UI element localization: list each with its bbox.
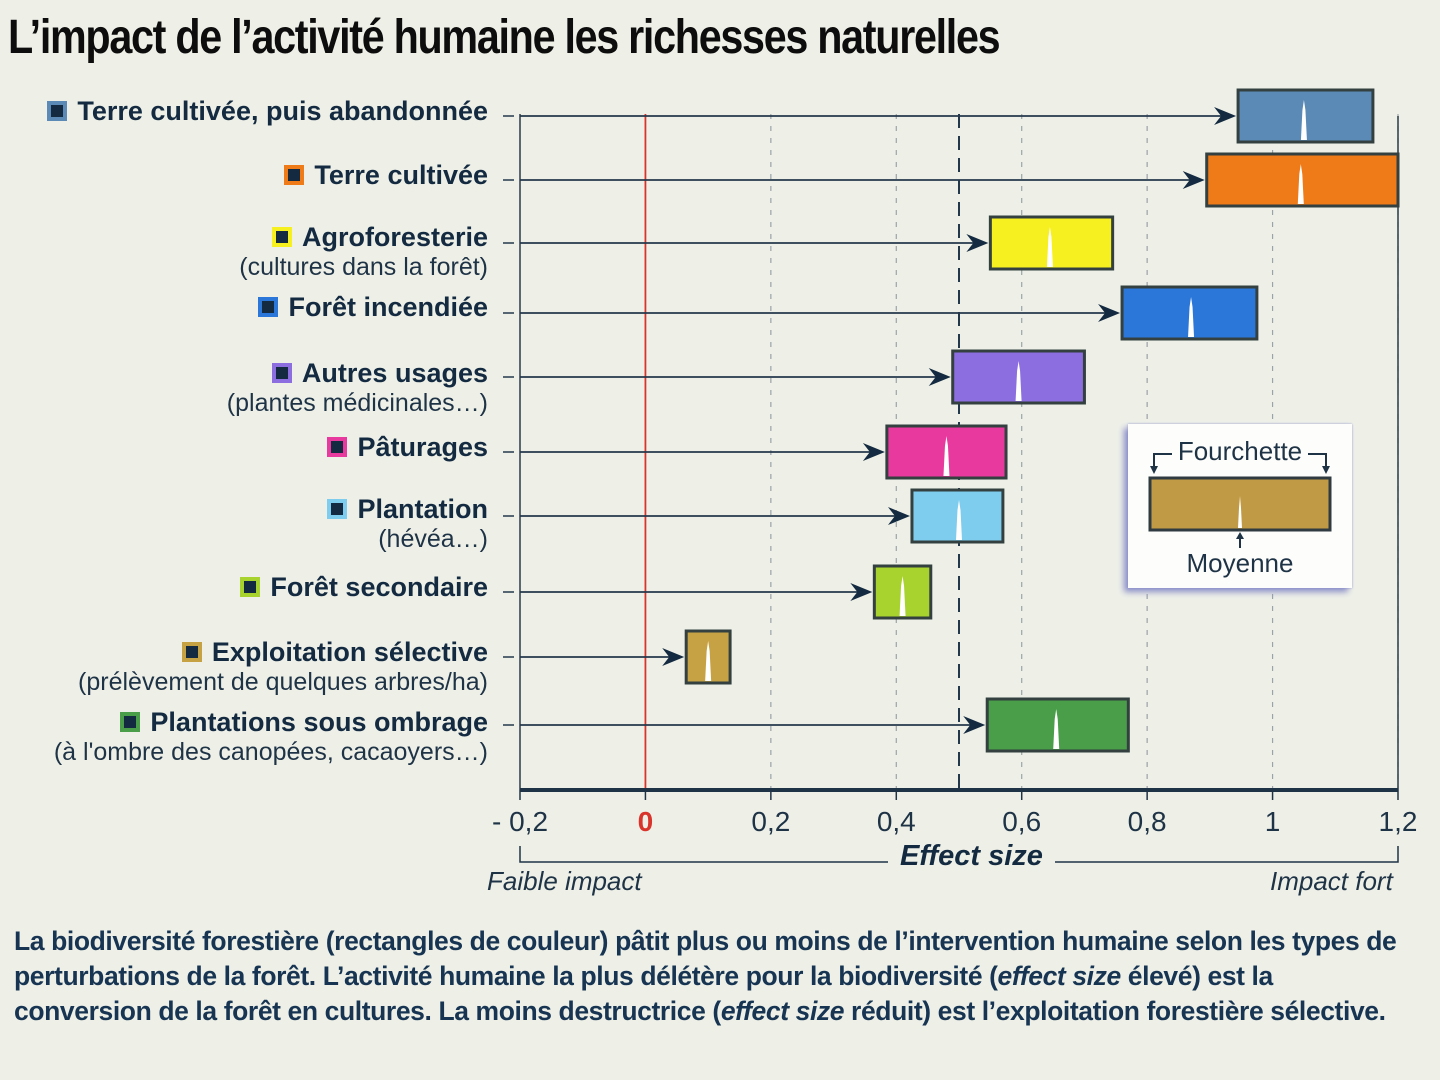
caption-em-2: effect size [720,996,845,1026]
mean-marker [1015,361,1022,401]
row-label-text: Forêt secondaire [270,572,488,602]
row-arrowhead [850,583,873,601]
row-sublabel: (plantes médicinales…) [226,389,488,417]
color-swatch-icon [327,499,348,519]
color-swatch-icon [181,642,202,662]
legend-mean-arrow [1236,532,1244,548]
mean-marker [1297,164,1304,204]
x-tick-label: 0,4 [876,806,916,837]
row-label: Terre cultivée, puis abandonnée [47,96,488,126]
color-swatch-icon [240,577,261,597]
x-tick-label: 1 [1264,806,1281,837]
row-label-text: Forêt incendiée [288,292,488,322]
mean-marker [1300,100,1307,140]
row-label-main: Exploitation sélective [181,637,488,667]
row-label-text: Exploitation sélective [211,637,488,667]
x-tick-label: 0,2 [751,806,791,837]
color-swatch-icon [284,165,305,185]
x-tick-label: 0 [637,806,654,837]
legend-graphic [1148,453,1332,548]
row-label: Plantations sous ombrage (à l'ombre des c… [54,707,488,767]
row-label: Terre cultivée [284,160,488,190]
row-label-text: Autres usages [301,358,488,388]
legend-mean-marker [1238,496,1242,528]
color-swatch-icon [47,101,68,121]
row-label-text: Terre cultivée [314,160,488,190]
row-label: Forêt incendiée [258,292,488,322]
color-swatch-icon [327,437,348,457]
axis-bracket-left [519,846,888,863]
color-swatch-icon [271,227,292,247]
row-arrowhead [1182,171,1205,189]
mean-marker [943,436,950,476]
legend-mean-label: Moyenne [1186,548,1294,578]
caption-text-1: La biodiversité forestière (rectangles d… [14,926,1397,991]
row-label: Plantation (hévéa…) [327,494,488,554]
mean-marker [956,500,962,540]
legend-box: Fourchette Moyenne [1128,424,1352,588]
row-sublabel: (hévéa…) [378,525,488,553]
row-arrowhead [928,368,951,386]
caption-em-1: effect size [997,961,1122,991]
color-swatch-icon [258,297,279,317]
mean-marker [899,576,906,616]
row-arrowhead [963,716,986,734]
chart-title: L’impact de l’activité humaine les riche… [8,11,1001,64]
figure-caption: La biodiversité forestière (rectangles d… [14,924,1414,1029]
x-tick-label: 0,8 [1127,806,1167,837]
row-label-main: Autres usages [271,358,488,388]
row-arrowhead [1098,304,1121,322]
mean-marker [705,641,712,681]
row-label-text: Agroforesterie [301,222,488,252]
row-sublabel: (prélèvement de quelques arbres/ha) [78,668,488,696]
row-label-text: Pâturages [357,432,488,462]
caption-text-3: réduit) est l’exploitation forestière sé… [844,996,1386,1026]
row-arrowhead [862,443,885,461]
row-label: Autres usages (plantes médicinales…) [227,358,488,418]
axis-bracket-right [1055,846,1399,863]
mean-marker [1188,297,1195,337]
row-label-main: Pâturages [327,432,488,462]
row-label-main: Terre cultivée, puis abandonnée [47,96,488,126]
row-label-main: Forêt incendiée [258,292,488,322]
row-label-main: Forêt secondaire [240,572,488,602]
row-label: Forêt secondaire [240,572,488,602]
mean-marker [1046,227,1053,267]
x-tick-label: 1,2 [1378,806,1418,837]
row-label: Exploitation sélective (prélèvement de qu… [78,637,488,697]
row-label: Pâturages [327,432,488,462]
row-arrowhead [966,234,989,252]
high-impact-note: Impact fort [1270,866,1393,896]
row-label-text: Plantations sous ombrage [150,707,488,737]
mean-marker [1053,709,1060,749]
caption-text-2: élevé) est la conversion de la forêt en … [14,961,1273,1026]
row-arrowhead [662,648,685,666]
row-arrowhead [1214,107,1237,125]
legend-range-label: Fourchette [1177,436,1303,466]
row-label-main: Plantations sous ombrage [120,707,488,737]
color-swatch-icon [120,712,141,732]
low-impact-note: Faible impact [487,866,642,896]
row-label-text: Terre cultivée, puis abandonnée [77,96,488,126]
row-label-text: Plantation [357,494,488,524]
row-label-main: Terre cultivée [284,160,488,190]
row-label-main: Agroforesterie [271,222,488,252]
row-sublabel: (cultures dans la forêt) [239,253,488,281]
row-sublabel: (à l'ombre des canopées, cacaoyers…) [53,738,488,766]
x-tick-label: - 0,2 [491,806,549,837]
row-arrowhead [887,507,910,525]
row-label-main: Plantation [327,494,488,524]
x-axis-title: Effect size [900,840,1043,872]
row-label: Agroforesterie (cultures dans la forêt) [239,222,488,282]
legend-range-bracket [1150,453,1330,474]
x-tick-label: 0,6 [1002,806,1042,837]
color-swatch-icon [271,363,292,383]
